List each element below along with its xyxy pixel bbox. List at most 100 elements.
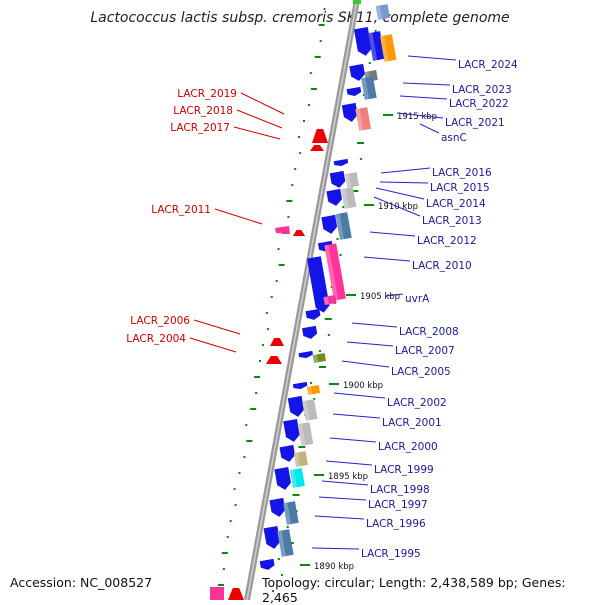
gc-dot [277,248,280,250]
annotation-box-9-shade [335,213,345,240]
gene-label-asnc: asnC [441,132,467,144]
kbp-tick-mark [314,474,324,476]
gc-dot [278,264,285,266]
gc-dot [254,376,261,378]
gc-dot [298,136,301,138]
gene-label-lacr_2015: LACR_2015 [430,182,490,194]
gc-dot [266,328,269,330]
gene-arrow-16 [283,418,300,442]
annotation-box-10-shade [324,244,339,301]
gene-label-lacr_2001: LACR_2001 [382,417,442,429]
leader-line [363,256,411,262]
gene-label-lacr_2005: LACR_2005 [391,366,451,378]
gene-label-lacr_2008: LACR_2008 [399,326,459,338]
right-gene-labels: LACR_2024 LACR_2023 LACR_2022 LACR_2021 asnC… [311,55,518,560]
gene-arrow-7-shape [326,188,343,206]
gene-arrow-17 [279,444,296,462]
annotation-box-12-shade [312,354,319,363]
skew-dot [324,318,332,320]
leader-line [346,341,394,347]
gene-label-lacr_2007: LACR_2007 [395,345,455,357]
gene-arrow-11 [305,308,321,320]
annotation-box-8-shade [341,188,349,209]
gene-arrow-10-shape [307,256,330,313]
skew-dot [271,590,274,592]
skew-dot [318,350,321,352]
annotation-box-12-rect [312,353,326,363]
annotation-box-17 [289,468,305,488]
gene-arrow-1 [353,26,372,56]
gene-arrow-20-shape [263,525,281,549]
leader-line [325,460,373,466]
annotation-box-19-rect [277,529,294,557]
gene-arrow-11-shape [305,308,321,320]
leader-line [380,167,431,174]
leader-line [396,112,444,119]
annotation-box-18-shade [283,502,292,525]
annotation-box-6-rect [355,107,372,131]
gene-label-lacr_2017: LACR_2017 [170,122,230,134]
leader-line [402,82,451,86]
leader-line [419,123,440,134]
gc-dot [307,104,310,106]
gc-dot [303,120,306,122]
annotation-box-13 [306,385,321,395]
gc-dot [221,552,228,554]
kbp-tick-mark [383,114,393,116]
gene-arrow-15 [287,395,304,417]
skew-dot [292,494,300,496]
kbp-tick-mark [329,383,339,385]
annotation-box-2-shade [380,35,389,62]
gene-label-lacr_2012: LACR_2012 [417,235,477,247]
leader-line [351,322,398,328]
gene-label-lacr_2021: LACR_2021 [445,117,505,129]
gc-dot [255,392,258,394]
gc-dot [238,472,241,474]
annotation-box-15-rect [297,422,314,446]
reverse-gene-2006 [270,338,284,346]
leader-line [375,187,425,200]
annotation-box-3-shade [375,5,383,20]
annotation-box-11-rect [323,295,337,305]
leader-line [329,437,377,443]
leader-line [373,196,421,217]
annotation-box-2-rect [380,34,397,62]
gene-arrow-21-shape [259,558,275,570]
annotation-box-7 [344,172,360,188]
map-title: Lactococcus lactis subsp. cremoris SK11,… [90,10,510,26]
gene-arrow-17-shape [279,444,296,462]
gene-arrow-4 [341,102,358,122]
reverse-gene-bottom [228,588,244,600]
leader-line [369,231,416,237]
leader-line [314,515,365,520]
skew-dot [360,158,363,160]
gene-label-lacr_1997: LACR_1997 [368,499,428,511]
skew-dot [280,574,283,576]
gc-dot [314,56,321,58]
reverse-gene-2017b [310,145,324,151]
leader-line [236,109,283,129]
gc-dot [245,424,248,426]
gc-dot [299,152,302,154]
annotation-box-19-shade [277,530,286,557]
annotation-box-3 [375,4,390,20]
gc-dot [226,536,229,538]
gene-arrow-21 [259,558,275,570]
reverse-gene-2011 [293,230,305,236]
annotation-box-5-shade [361,77,370,100]
gene-arrow-2-shape [349,63,365,81]
gene-arrow-4-shape [341,102,358,122]
gene-arrow-12-shape [302,325,318,339]
skew-dot [336,238,339,240]
gene-arrow-5-shape [333,158,349,166]
annotation-box-16-shade [293,452,301,467]
gc-dot [270,296,273,298]
skew-dot [368,62,371,64]
gene-arrow-19-shape [269,497,286,517]
annotation-box-5 [361,76,377,100]
gene-arrow-20 [263,525,281,549]
gc-dot [319,40,322,42]
leader-line [332,413,381,419]
gc-dot [246,440,253,442]
